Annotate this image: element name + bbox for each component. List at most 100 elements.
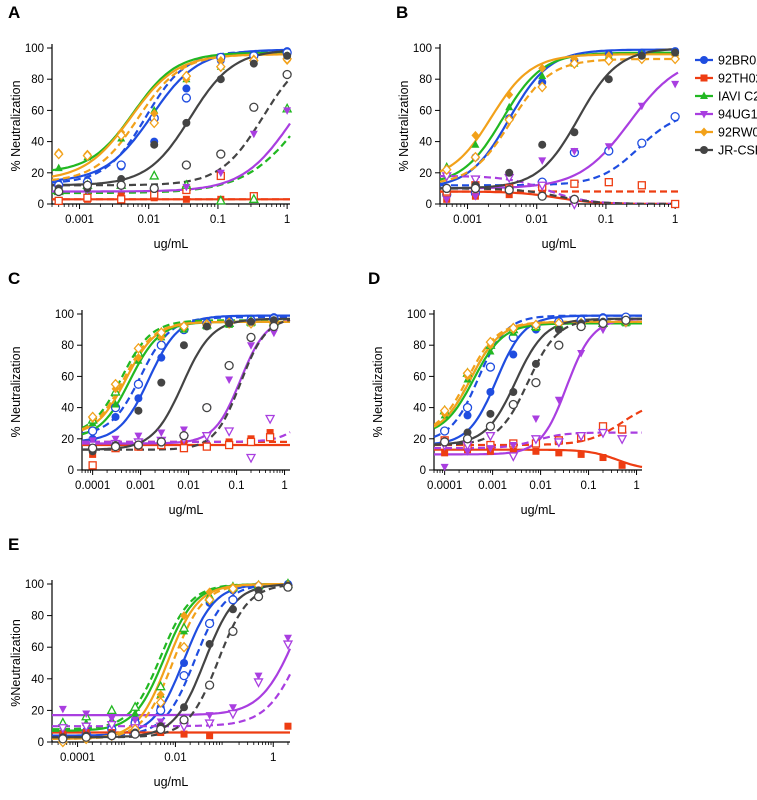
data-point-94ug103 bbox=[82, 710, 91, 719]
data-point-iavi-c22 bbox=[486, 346, 495, 355]
data-point-92rw020 bbox=[531, 319, 541, 331]
data-point-jr-csf bbox=[228, 626, 238, 637]
data-point-jr-csf bbox=[462, 434, 473, 444]
data-point-92rw020 bbox=[180, 611, 189, 621]
data-point-94ug103 bbox=[106, 720, 117, 731]
data-point-92th021 bbox=[637, 181, 646, 190]
panel-letter: D bbox=[368, 269, 380, 288]
y-tick-label: 100 bbox=[25, 43, 44, 55]
data-point-92rw020 bbox=[204, 594, 215, 606]
y-tick-label: 20 bbox=[31, 168, 44, 180]
data-point-94ug103 bbox=[131, 716, 140, 725]
data-point-jr-csf bbox=[439, 437, 450, 447]
data-point-legend-jr-csf bbox=[699, 145, 709, 155]
data-point-jr-csf bbox=[621, 315, 631, 325]
data-point-jr-csf bbox=[505, 168, 514, 177]
data-point-92th021 bbox=[570, 179, 579, 188]
x-tick-label: 0.001 bbox=[126, 480, 155, 492]
data-points bbox=[441, 47, 681, 210]
x-tick-label: 1 bbox=[281, 480, 287, 492]
x-tick-label: 0.1 bbox=[581, 480, 597, 492]
data-point-legend-92th021 bbox=[700, 74, 708, 82]
data-point-92th021 bbox=[206, 732, 214, 740]
y-tick-label: 80 bbox=[413, 340, 426, 352]
y-tick-label: 40 bbox=[31, 674, 44, 686]
panel-letter: B bbox=[396, 3, 408, 22]
data-point-92rw020 bbox=[439, 405, 450, 417]
data-point-jr-csf bbox=[149, 183, 159, 194]
y-tick-label: 20 bbox=[413, 434, 426, 446]
y-tick-label: 100 bbox=[25, 579, 44, 591]
x-tick-label: 0.01 bbox=[526, 214, 548, 226]
data-point-92br020 bbox=[87, 426, 98, 436]
x-axis-title: ug/mL bbox=[154, 237, 189, 251]
data-point-jr-csf bbox=[224, 360, 234, 371]
y-tick-label: 40 bbox=[61, 403, 74, 415]
data-point-94ug103 bbox=[201, 432, 212, 442]
fit-curve-iavi-c22-dashed bbox=[52, 582, 290, 731]
data-point-92rw020 bbox=[504, 114, 515, 126]
data-point-jr-csf bbox=[58, 734, 68, 744]
data-point-92br020 bbox=[228, 595, 238, 605]
data-point-iavi-c22 bbox=[538, 71, 547, 80]
x-tick-label: 0.001 bbox=[453, 214, 482, 226]
panels-group: A 0 20 40 60 80 100 0.001 0.01 0.1 1 ug/mL % Neutral… bbox=[8, 3, 681, 789]
y-tick-label: 100 bbox=[407, 309, 426, 321]
data-point-92br020 bbox=[180, 658, 189, 668]
data-point-jr-csf bbox=[554, 340, 564, 350]
data-point-92rw020 bbox=[228, 583, 238, 595]
data-point-jr-csf bbox=[269, 321, 279, 332]
x-tick-label: 0.01 bbox=[138, 214, 160, 226]
data-point-94ug103 bbox=[440, 463, 449, 472]
data-point-92rw020 bbox=[181, 70, 192, 82]
data-point-94ug103 bbox=[537, 181, 548, 192]
data-point-jr-csf bbox=[116, 180, 126, 190]
x-tick-label: 0.01 bbox=[529, 480, 551, 492]
y-axis-title: % Neutralization bbox=[371, 346, 385, 437]
data-point-94ug103 bbox=[576, 432, 587, 442]
data-point-92th021 bbox=[670, 199, 680, 209]
fit-curve-94ug103-solid bbox=[440, 71, 679, 190]
data-point-iavi-c22 bbox=[111, 399, 120, 408]
x-tick-label: 0.1 bbox=[210, 214, 226, 226]
data-point-94ug103 bbox=[282, 640, 294, 650]
data-point-jr-csf bbox=[485, 421, 496, 431]
data-point-92th021 bbox=[246, 437, 256, 447]
y-tick-label: 60 bbox=[419, 105, 432, 117]
data-point-94ug103 bbox=[509, 442, 518, 450]
data-point-jr-csf bbox=[157, 378, 166, 387]
data-point-jr-csf bbox=[509, 387, 518, 397]
data-point-92rw020 bbox=[156, 327, 167, 339]
data-point-92br020 bbox=[179, 670, 189, 681]
data-point-94ug103 bbox=[470, 175, 481, 185]
data-point-92br020 bbox=[486, 387, 495, 397]
data-point-92th021 bbox=[182, 195, 190, 203]
data-point-94ug103 bbox=[253, 678, 264, 688]
y-tick-label: 100 bbox=[413, 43, 432, 55]
data-point-92rw020 bbox=[569, 58, 580, 70]
data-point-jr-csf bbox=[130, 729, 140, 739]
x-tick-label: 1 bbox=[672, 214, 678, 226]
data-point-94ug103 bbox=[88, 437, 97, 445]
x-axis-title: ug/mL bbox=[169, 503, 204, 517]
data-point-94ug103 bbox=[58, 705, 67, 714]
data-point-iavi-c22 bbox=[130, 701, 141, 711]
panel-letter: A bbox=[8, 3, 20, 22]
data-point-92rw020 bbox=[462, 367, 473, 379]
panel-e: E 0 20 40 60 80 100 0.0001 0.01 1 ug/mL %Neutraliza… bbox=[8, 535, 294, 789]
fit-curve-92rw020-dashed bbox=[440, 57, 679, 183]
data-point-jr-csf bbox=[182, 118, 191, 127]
data-point-iavi-c22 bbox=[131, 709, 140, 717]
panel-letter: C bbox=[8, 269, 20, 288]
fit-curve-92br020-dashed bbox=[52, 583, 290, 737]
y-tick-label: 0 bbox=[38, 199, 44, 211]
y-tick-label: 80 bbox=[419, 74, 432, 86]
legend-label: IAVI C22 bbox=[718, 90, 757, 104]
data-point-legend-92br020 bbox=[699, 55, 709, 65]
y-axis-title: % Neutralization bbox=[397, 80, 411, 171]
legend-label: JR-CSF bbox=[718, 144, 757, 158]
data-point-92rw020 bbox=[53, 148, 64, 160]
data-point-92rw020 bbox=[82, 150, 93, 162]
data-point-94ug103 bbox=[637, 102, 646, 111]
x-tick-label: 0.01 bbox=[177, 480, 199, 492]
